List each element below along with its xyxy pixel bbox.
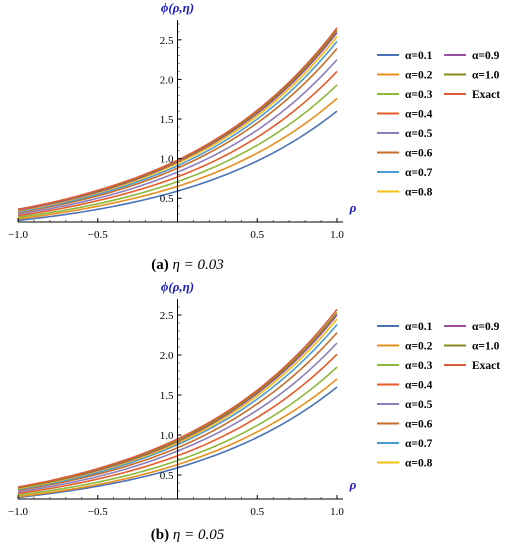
caption-b-label: (b) [150, 527, 170, 543]
chart-b-legend-label-9: α=0.9 [472, 321, 500, 333]
chart-a-legend-label-7: α=0.7 [405, 167, 433, 179]
chart-panel-b: −1.0 −0.5 0.5 1.0 0.5 1.0 1.5 2.0 2.5 ϕ(ρ,η) ρ α=0.… [8, 279, 500, 518]
chart-a-y-tick-label-4: 2.5 [160, 35, 174, 47]
chart-a-legend-label-5: α=0.5 [405, 128, 433, 140]
chart-a-legend-label-3: α=0.3 [405, 89, 433, 101]
chart-a-y-tick-label-1: 1.0 [160, 154, 174, 166]
chart-b-y-axis-label: ϕ(ρ,η) [161, 279, 194, 294]
caption-b-text: η = 0.05 [172, 527, 225, 543]
chart-b-legend-label-10: α=1.0 [472, 341, 500, 353]
chart-b-y-tick-label-2: 1.5 [160, 390, 174, 402]
chart-a-legend-label-6: α=0.6 [405, 148, 433, 160]
caption-a: (a) η = 0.03 [0, 257, 375, 274]
chart-b-x-tick-label-0: −1.0 [8, 506, 28, 518]
chart-b-legend-label-8: α=0.8 [405, 458, 433, 470]
chart-b-x-tick-label-3: 1.0 [330, 506, 344, 518]
caption-a-text: η = 0.03 [172, 257, 224, 273]
chart-a-x-axis-label: ρ [349, 200, 357, 215]
chart-a-legend-label-8: α=0.8 [405, 187, 433, 199]
chart-b-y-tick-label-4: 2.5 [160, 310, 174, 322]
chart-b-legend-label-11: Exact [472, 360, 500, 372]
chart-b-y-tick-label-3: 2.0 [160, 350, 174, 362]
caption-b: (b) η = 0.05 [0, 527, 375, 544]
chart-a-y-tick-label-2: 1.5 [160, 114, 174, 126]
caption-a-label: (a) [151, 257, 169, 273]
chart-b-x-tick-label-2: 0.5 [250, 506, 264, 518]
chart-a-legend-label-11: Exact [472, 89, 500, 101]
chart-b-legend-label-6: α=0.6 [405, 419, 433, 431]
chart-b-x-tick-label-1: −0.5 [88, 506, 108, 518]
chart-b-legend-label-7: α=0.7 [405, 438, 433, 450]
chart-a-legend-label-9: α=0.9 [472, 50, 500, 62]
chart-a-y-axis-label: ϕ(ρ,η) [161, 0, 194, 15]
chart-a-x-tick-label-3: 1.0 [330, 229, 344, 241]
chart-a-x-tick-label-2: 0.5 [250, 229, 264, 241]
chart-a-legend-label-2: α=0.2 [405, 70, 433, 82]
chart-a-y-tick-label-3: 2.0 [160, 74, 174, 86]
chart-a-y-tick-label-0: 0.5 [160, 193, 174, 205]
chart-a-legend-label-4: α=0.4 [405, 109, 433, 121]
chart-b-y-tick-label-0: 0.5 [160, 470, 174, 482]
chart-b-x-axis-label: ρ [349, 477, 357, 492]
chart-panel-a: −1.0 −0.5 0.5 1.0 0.5 1.0 1.5 2.0 2.5 ϕ(ρ,η) ρ α=0.… [8, 0, 500, 241]
chart-a-x-tick-label-0: −1.0 [8, 229, 28, 241]
chart-a-legend-label-10: α=1.0 [472, 70, 500, 82]
chart-a-legend-label-1: α=0.1 [405, 50, 433, 62]
chart-b-y-tick-label-1: 1.0 [160, 430, 174, 442]
chart-b-legend-label-5: α=0.5 [405, 399, 433, 411]
chart-b-legend-label-4: α=0.4 [405, 380, 433, 392]
chart-b-legend-label-2: α=0.2 [405, 341, 433, 353]
chart-b-legend-label-3: α=0.3 [405, 360, 433, 372]
chart-b-legend-label-1: α=0.1 [405, 321, 433, 333]
chart-a-x-tick-label-1: −0.5 [88, 229, 108, 241]
